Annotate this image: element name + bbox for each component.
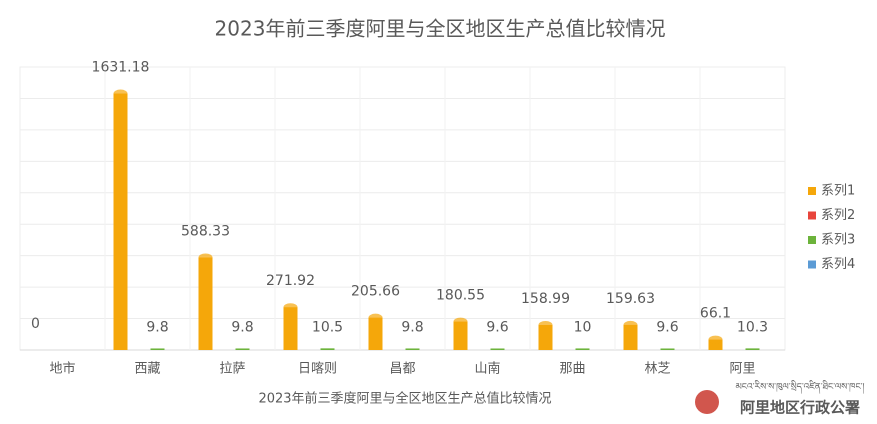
bar — [490, 348, 505, 350]
legend-label: 系列1 — [821, 184, 855, 199]
bar-cap — [283, 303, 298, 312]
bar — [405, 348, 420, 350]
data-label: 10.3 — [737, 319, 768, 335]
data-label: 205.66 — [351, 284, 400, 300]
data-label: 9.6 — [656, 319, 678, 335]
bar — [320, 348, 335, 350]
x-tick-label: 昌都 — [389, 362, 415, 377]
bar — [113, 93, 128, 350]
legend-swatch — [808, 211, 816, 220]
x-tick-label: 日喀则 — [298, 361, 337, 377]
bar-cap — [113, 89, 128, 98]
data-label: 66.1 — [700, 306, 731, 322]
bar-cap — [708, 335, 723, 344]
legend-label: 系列4 — [821, 257, 855, 272]
data-label: 9.6 — [486, 319, 508, 335]
bar — [150, 348, 165, 350]
data-label: 10 — [574, 319, 592, 335]
bar-cap — [198, 253, 213, 262]
x-tick-label: 阿里 — [729, 362, 755, 377]
bar — [453, 321, 468, 350]
watermark-emblem — [695, 390, 719, 414]
data-label: 588.33 — [181, 224, 230, 240]
x-tick-label: 林芝 — [644, 361, 670, 377]
bar — [623, 324, 638, 350]
data-label: 180.55 — [436, 288, 485, 304]
bar-cap — [453, 317, 468, 326]
chart-title: 2023年前三季度阿里与全区地区生产总值比较情况 — [215, 17, 666, 41]
x-tick-label: 那曲 — [559, 362, 585, 377]
bar — [235, 348, 250, 350]
data-label: 271.92 — [266, 273, 315, 289]
watermark-name: 阿里地区行政公署 — [740, 399, 860, 417]
legend-label: 系列2 — [821, 208, 855, 223]
bar — [708, 339, 723, 350]
bar — [575, 348, 590, 350]
bar — [660, 348, 675, 350]
data-label: 9.8 — [146, 319, 168, 335]
data-label: 158.99 — [521, 291, 570, 307]
legend-swatch — [808, 187, 816, 195]
data-label: 159.63 — [606, 291, 655, 307]
data-label: 10.5 — [312, 319, 343, 335]
legend-label: 系列3 — [821, 233, 855, 248]
x-tick-label: 拉萨 — [219, 362, 245, 377]
watermark-script: མངའ་རིས་ས་ཁུལ་སྲིད་འཛིན་ཐིང་ལས་ཁང་། — [735, 380, 864, 395]
data-label: 9.8 — [231, 319, 253, 335]
bar — [745, 348, 760, 350]
data-label: 9.8 — [401, 319, 423, 335]
x-axis-title: 2023年前三季度阿里与全区地区生产总值比较情况 — [258, 391, 551, 407]
bar-cap — [368, 313, 383, 322]
bar — [538, 325, 553, 350]
bar — [198, 257, 213, 350]
bar — [368, 317, 383, 350]
bar — [283, 307, 298, 350]
bar-cap — [623, 320, 638, 329]
x-tick-label: 西藏 — [134, 362, 160, 377]
x-tick-label: 地市 — [49, 361, 75, 377]
legend-swatch — [808, 236, 816, 244]
data-label: 0 — [31, 316, 40, 332]
x-tick-label: 山南 — [474, 361, 500, 377]
data-label: 1631.18 — [92, 60, 150, 76]
bar-cap — [538, 321, 553, 330]
legend-swatch — [808, 260, 816, 269]
